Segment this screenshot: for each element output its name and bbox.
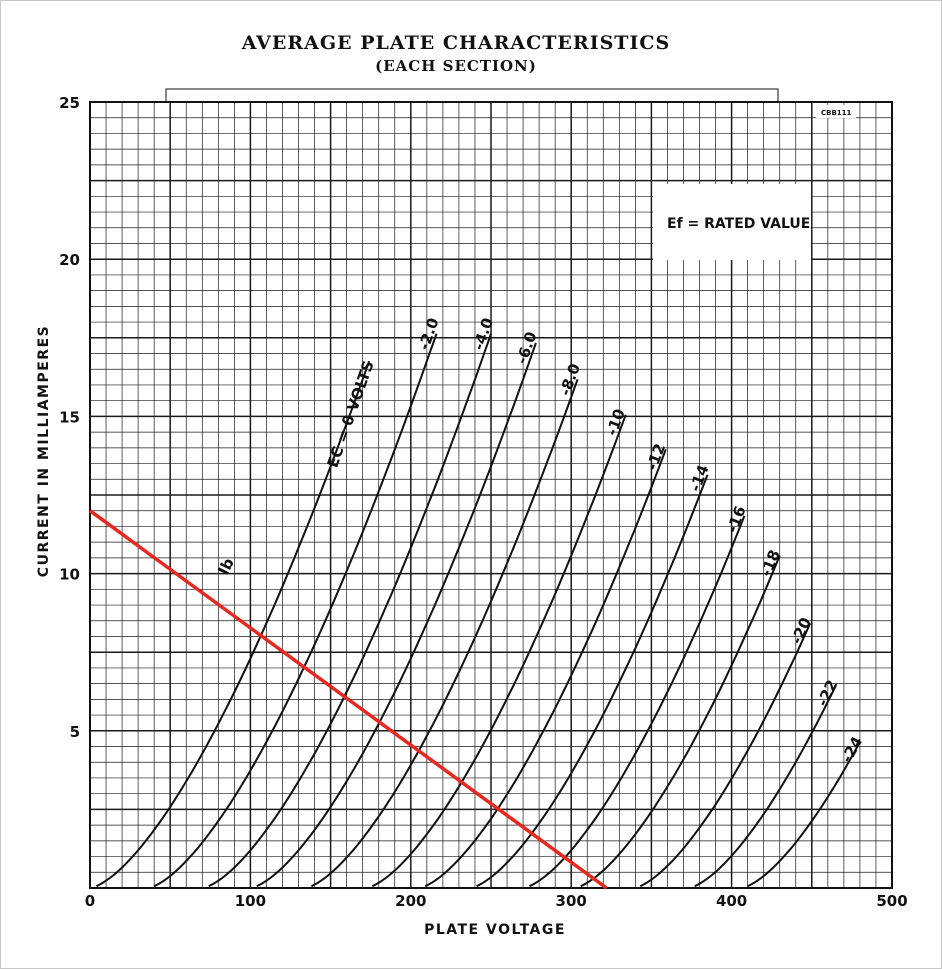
curve-label: -14: [686, 462, 712, 494]
curve-label: -12: [643, 441, 669, 473]
ib-label: Ib: [214, 555, 237, 578]
curve-label: -16: [723, 504, 750, 536]
curve-label: -2.0: [415, 316, 443, 353]
grid: [89, 101, 893, 889]
curve-label: -6.0: [513, 329, 541, 366]
characteristic-curve: [639, 622, 812, 888]
curve-label: -20: [787, 615, 814, 647]
ref-code: CBB111: [821, 109, 852, 117]
chart-subtitle: (EACH SECTION): [375, 57, 537, 75]
characteristic-curve: [95, 360, 371, 888]
tick-labels: 0 100 200 300 400 500 5 10 15 20 25: [59, 94, 908, 910]
chart-title: AVERAGE PLATE CHARACTERISTICS: [241, 32, 670, 54]
curve-label: EC = 0 VOLTS: [323, 358, 377, 470]
characteristic-curve: [747, 741, 861, 888]
y-tick-label: 20: [59, 251, 80, 269]
plot-frame: [89, 101, 893, 889]
characteristic-curve: [153, 333, 438, 888]
characteristic-curve: [424, 449, 667, 888]
x-tick-label: 0: [85, 892, 95, 910]
curve-label: -4.0: [469, 316, 497, 353]
top-bracket: [165, 88, 779, 102]
x-axis-label: PLATE VOLTAGE: [424, 922, 566, 938]
y-tick-label: 10: [59, 566, 80, 584]
ref-code-box: [816, 105, 856, 118]
x-tick-label: 400: [716, 892, 747, 910]
characteristic-curve: [256, 342, 537, 888]
characteristic-curve: [476, 474, 709, 888]
load-line: [88, 509, 608, 890]
characteristic-curve: [580, 555, 781, 888]
y-tick-label: 15: [59, 408, 80, 426]
x-tick-label: 500: [876, 892, 907, 910]
characteristic-curve: [371, 414, 627, 888]
y-axis-label: CURRENT IN MILLIAMPERES: [36, 325, 52, 577]
x-tick-label: 100: [235, 892, 266, 910]
characteristic-curve: [310, 378, 579, 888]
curve-label: -8.0: [556, 361, 584, 398]
y-tick-label: 25: [59, 94, 80, 112]
characteristic-curve: [208, 333, 492, 888]
y-tick-label: 5: [70, 723, 80, 741]
curve-label: -10: [603, 406, 629, 438]
curve-labels: EC = 0 VOLTS -2.0 -4.0 -6.0 -8.0 -10 -12 -14 -16…: [214, 316, 866, 766]
curve-label: -24: [838, 733, 867, 765]
curve-label: -22: [813, 677, 841, 709]
ef-annotation: Ef = RATED VALUE: [667, 216, 810, 232]
x-tick-label: 200: [395, 892, 426, 910]
characteristic-curve: [694, 685, 837, 888]
x-tick-label: 300: [556, 892, 587, 910]
curves: [88, 333, 861, 890]
annotation-box: [653, 184, 811, 260]
